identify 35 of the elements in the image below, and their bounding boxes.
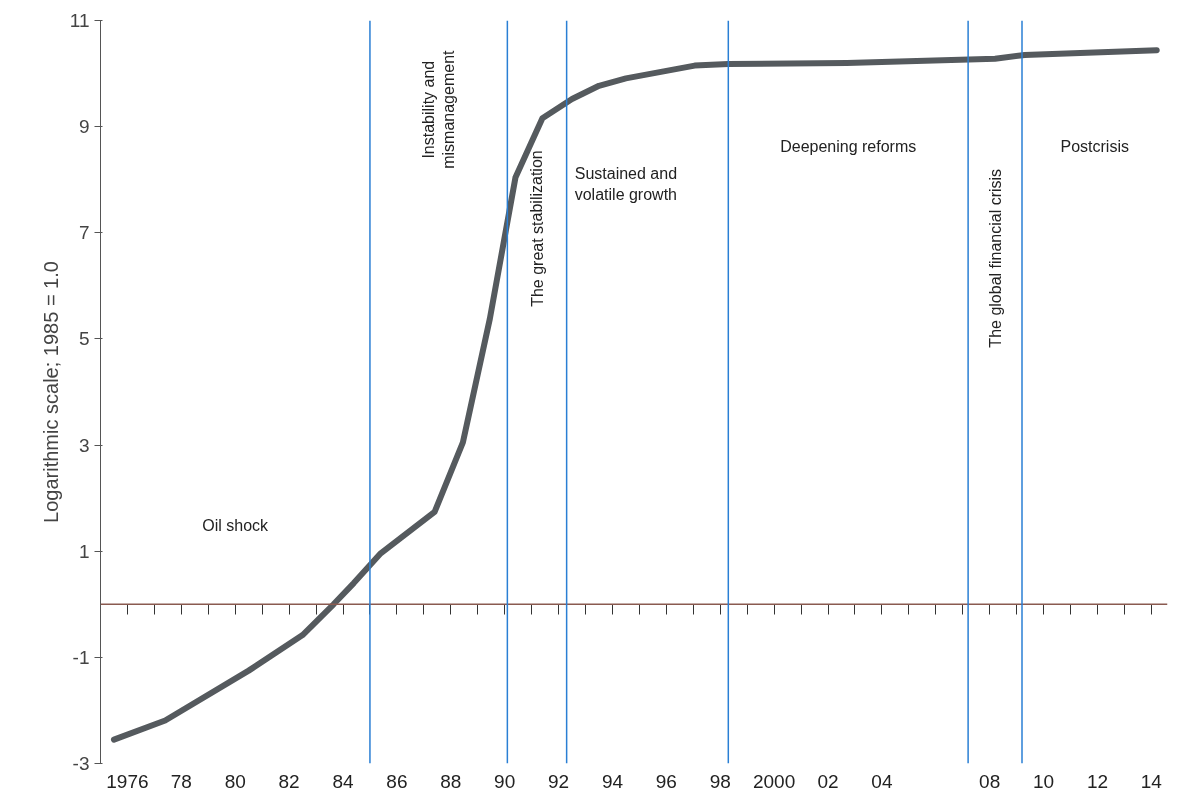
x-tick-label: 86 <box>386 770 408 792</box>
annotation: Deepening reforms <box>780 138 917 156</box>
annotation: Oil shock <box>202 517 270 535</box>
x-tick-label: 12 <box>1086 770 1109 792</box>
x-tick-label: 2000 <box>752 770 796 792</box>
x-tick-label: 98 <box>709 770 731 792</box>
y-tick-label: -1 <box>72 646 90 668</box>
x-tick-label: 04 <box>871 770 893 792</box>
x-tick-label: 94 <box>601 770 624 792</box>
x-tick-label: 96 <box>655 770 677 792</box>
annotation: Sustained and volatile growth <box>574 165 678 203</box>
annotation: Instability and mismanagement <box>419 49 458 169</box>
y-tick-label: 7 <box>78 222 90 244</box>
y-tick-label: 11 <box>69 10 90 31</box>
y-tick-label: 1 <box>78 540 90 562</box>
annotation: The global financial crisis <box>986 168 1004 348</box>
y-tick-label: 9 <box>78 116 90 138</box>
y-tick-label: 3 <box>78 434 90 456</box>
x-tick-label: 88 <box>440 770 462 792</box>
x-tick-label: 02 <box>817 770 839 792</box>
annotation: Postcrisis <box>1060 138 1129 156</box>
x-tick-label: 92 <box>547 770 570 792</box>
y-tick-label: 5 <box>78 328 90 350</box>
x-tick-label: 90 <box>494 770 516 792</box>
annotation: The great stabilization <box>528 150 546 307</box>
x-tick-label: 78 <box>170 770 192 792</box>
x-tick-label: 1976 <box>106 770 149 792</box>
x-tick-label: 84 <box>332 770 354 792</box>
y-tick-label: -3 <box>72 753 90 774</box>
x-tick-label: 08 <box>979 770 1001 792</box>
x-tick-label: 82 <box>278 770 300 792</box>
x-tick-label: 80 <box>224 770 246 792</box>
y-axis-title: Logarithmic scale; 1985 = 1.0 <box>39 261 62 523</box>
x-tick-label: 10 <box>1032 770 1055 792</box>
x-tick-label: 14 <box>1140 770 1163 792</box>
